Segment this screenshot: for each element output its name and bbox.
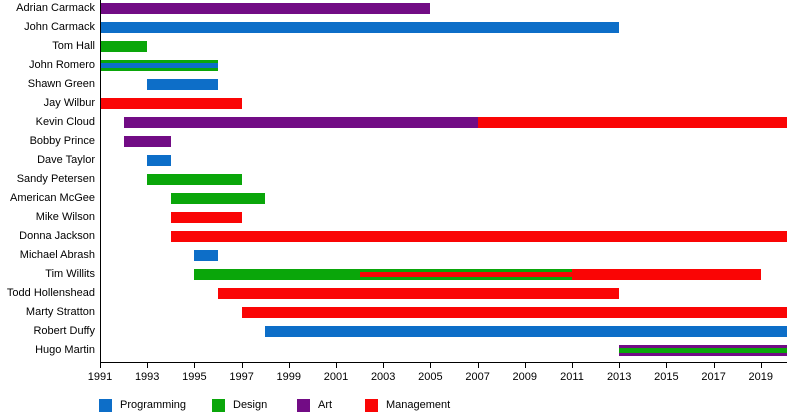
timeline-bar-management [170,231,787,242]
axis-tick [241,363,243,368]
timeline-bar-art [123,117,478,128]
axis-tick-label: 2017 [701,371,726,383]
person-label: Shawn Green [27,78,95,90]
axis-tick-label: 2019 [748,371,774,383]
axis-tick-label: 2005 [418,371,443,383]
timeline-bar-management [241,307,787,318]
timeline-bar-design-stripe [619,348,787,353]
axis-tick [194,363,196,368]
legend-swatch-design [212,399,225,412]
person-label: John Carmack [24,21,95,33]
timeline-bar-programming [100,22,620,33]
person-label: Robert Duffy [33,325,95,337]
person-label: Bobby Prince [29,135,95,147]
timeline-bar-programming [147,79,218,90]
x-axis-line [100,362,787,363]
axis-tick [666,363,668,368]
person-label: Donna Jackson [19,230,95,242]
axis-tick [288,363,290,368]
axis-tick [383,363,385,368]
timeline-bar-management-stripe [359,272,572,277]
axis-tick [147,363,149,368]
axis-tick-label: 2015 [654,371,679,383]
axis-tick-label: 2003 [370,371,396,383]
timeline-bar-art [123,136,171,147]
timeline-bar-art [100,3,431,14]
axis-tick [477,363,479,368]
person-label: Tom Hall [52,40,95,52]
legend-swatch-art [297,399,310,412]
person-label: Tim Willits [45,268,95,280]
person-label: Michael Abrash [19,249,95,261]
axis-tick-label: 1995 [182,371,207,383]
person-label: Adrian Carmack [16,2,95,14]
timeline-bar-management [170,212,242,223]
person-label: Hugo Martin [35,344,95,356]
axis-tick-label: 2001 [323,371,349,383]
person-label: Mike Wilson [35,211,95,223]
legend-label-design: Design [233,399,268,411]
person-label: Todd Hollenshead [6,287,95,299]
axis-tick-label: 1999 [276,371,302,383]
legend-label-management: Management [386,399,451,411]
timeline-bar-management [218,288,620,299]
legend-label-art: Art [318,399,333,411]
axis-tick-label: 1991 [87,371,113,383]
timeline-bar-design [170,193,266,204]
person-label: Sandy Petersen [16,173,95,185]
axis-tick [572,363,573,368]
axis-tick [100,363,101,368]
legend-swatch-management [365,399,378,412]
axis-tick [524,363,526,368]
timeline-bar-programming [265,326,787,337]
timeline-bar-design [147,174,242,185]
axis-tick [430,363,432,368]
person-label: Jay Wilbur [43,97,95,109]
timeline-bar-design [100,41,148,52]
person-label: Marty Stratton [25,306,95,318]
timeline-bar-programming-stripe [100,63,218,68]
person-label: Dave Taylor [37,154,95,166]
axis-tick [713,363,715,368]
axis-tick-label: 2009 [512,371,538,383]
axis-tick [336,363,337,368]
legend-swatch-programming [99,399,112,412]
person-label: Kevin Cloud [35,116,95,128]
timeline-bar-management [100,98,242,109]
axis-tick [760,363,762,368]
axis-tick-label: 2011 [560,371,584,383]
person-label: American McGee [10,192,95,204]
timeline-bar-programming [194,250,218,261]
axis-tick-label: 1993 [134,371,160,383]
timeline-bar-programming [147,155,171,166]
timeline-bar-management [477,117,787,128]
axis-tick [619,363,621,368]
person-label: John Romero [28,59,95,71]
axis-tick-label: 2013 [606,371,632,383]
y-axis-spine [100,0,101,363]
timeline-bar-management [572,269,761,280]
axis-tick-label: 1997 [229,371,254,383]
legend-label-programming: Programming [120,399,187,411]
axis-tick-label: 2007 [465,371,490,383]
